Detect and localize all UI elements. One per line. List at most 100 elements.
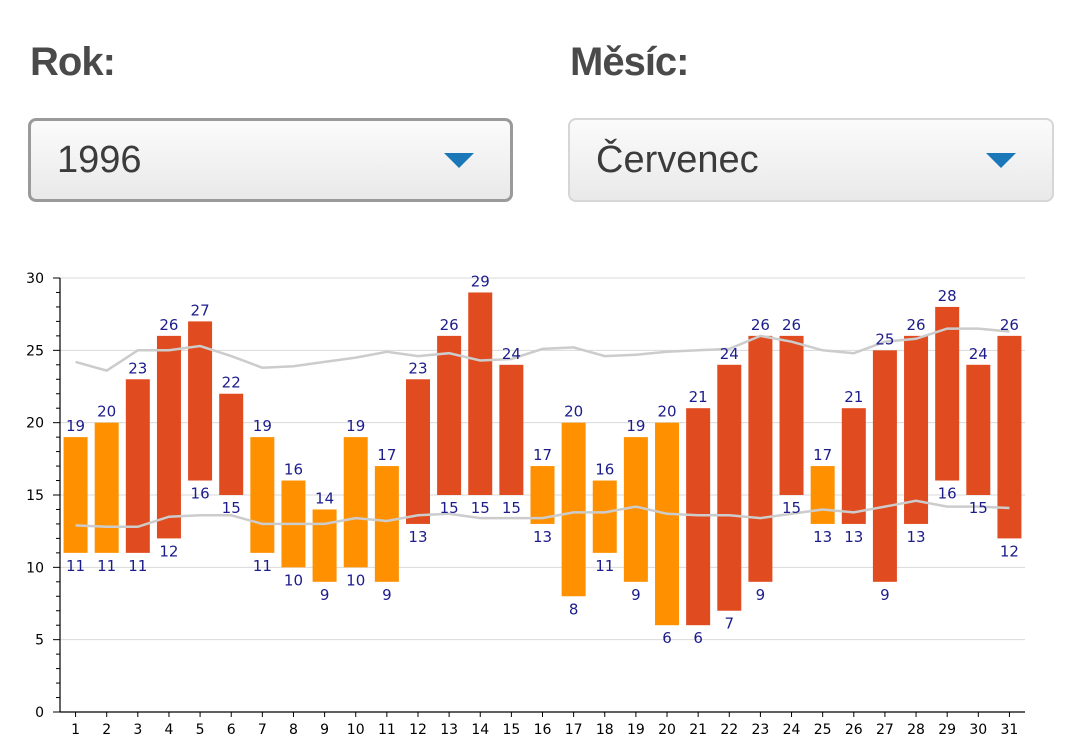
x-tick-label: 30 xyxy=(969,722,987,738)
temperature-bar xyxy=(125,379,150,553)
max-value-label: 26 xyxy=(751,316,770,334)
temperature-bar xyxy=(592,480,617,553)
temperature-bar xyxy=(499,364,524,495)
temperature-bar xyxy=(219,393,244,495)
temperature-bar xyxy=(717,364,742,611)
x-tick-label: 16 xyxy=(534,722,552,738)
month-select[interactable]: Červenec xyxy=(568,118,1054,202)
year-select[interactable]: 1996 xyxy=(28,118,513,202)
min-value-label: 11 xyxy=(97,557,116,575)
temperature-bar xyxy=(872,350,897,582)
temperature-bar xyxy=(156,335,181,539)
max-value-label: 27 xyxy=(191,301,210,319)
max-value-label: 23 xyxy=(408,359,427,377)
x-tick-label: 25 xyxy=(814,722,832,738)
max-value-label: 24 xyxy=(720,345,739,363)
max-value-label: 26 xyxy=(1000,316,1019,334)
temperature-bar xyxy=(343,437,368,568)
max-value-label: 20 xyxy=(657,403,676,421)
max-value-label: 19 xyxy=(253,417,272,435)
y-tick-label: 15 xyxy=(26,488,44,504)
month-label: Měsíc: xyxy=(570,40,689,84)
max-value-label: 17 xyxy=(533,446,552,464)
min-value-label: 16 xyxy=(191,485,210,503)
x-tick-label: 22 xyxy=(720,722,738,738)
x-tick-label: 31 xyxy=(1001,722,1019,738)
max-value-label: 23 xyxy=(128,359,147,377)
year-label: Rok: xyxy=(30,40,116,84)
temperature-bar xyxy=(997,335,1022,539)
max-value-label: 24 xyxy=(969,345,988,363)
x-tick-label: 15 xyxy=(502,722,520,738)
temperature-bar xyxy=(841,408,866,524)
max-value-label: 26 xyxy=(907,316,926,334)
y-tick-label: 5 xyxy=(35,633,44,649)
avg-max-line xyxy=(75,327,1010,372)
temperature-bar xyxy=(405,379,430,524)
x-tick-label: 2 xyxy=(102,722,111,738)
temperature-bar xyxy=(437,335,462,495)
min-value-label: 13 xyxy=(533,528,552,546)
x-tick-label: 29 xyxy=(938,722,956,738)
temperature-bar xyxy=(468,292,493,495)
min-value-label: 15 xyxy=(222,499,241,517)
x-tick-label: 9 xyxy=(320,722,329,738)
min-value-label: 13 xyxy=(907,528,926,546)
x-tick-label: 19 xyxy=(627,722,645,738)
min-value-label: 15 xyxy=(782,499,801,517)
y-tick-label: 10 xyxy=(26,560,44,576)
x-tick-label: 28 xyxy=(907,722,925,738)
min-value-label: 9 xyxy=(756,586,766,604)
min-value-label: 15 xyxy=(969,499,988,517)
min-value-label: 9 xyxy=(880,586,890,604)
x-tick-label: 27 xyxy=(876,722,894,738)
min-value-label: 13 xyxy=(813,528,832,546)
min-value-label: 6 xyxy=(693,629,703,647)
max-value-label: 28 xyxy=(938,287,957,305)
min-value-label: 15 xyxy=(471,499,490,517)
y-tick-label: 30 xyxy=(26,271,44,287)
y-tick-label: 25 xyxy=(26,343,44,359)
max-value-label: 26 xyxy=(440,316,459,334)
x-tick-label: 20 xyxy=(658,722,676,738)
temperature-bar xyxy=(374,466,399,582)
temperature-bar xyxy=(966,364,991,495)
min-value-label: 7 xyxy=(725,615,735,633)
x-tick-label: 21 xyxy=(689,722,707,738)
year-select-value: 1996 xyxy=(57,138,142,181)
temperature-bar xyxy=(935,306,960,481)
min-value-label: 11 xyxy=(595,557,614,575)
temperature-bar xyxy=(904,335,929,524)
max-value-label: 19 xyxy=(66,417,85,435)
max-value-label: 17 xyxy=(813,446,832,464)
x-tick-label: 10 xyxy=(347,722,365,738)
temperature-chart: 0510152025301911120112231132612427165221… xyxy=(26,271,1025,738)
y-tick-label: 0 xyxy=(35,705,44,721)
temperature-bar xyxy=(561,422,586,597)
x-tick-label: 12 xyxy=(409,722,427,738)
y-tick-label: 20 xyxy=(26,416,44,432)
temperature-bar xyxy=(94,422,119,553)
max-value-label: 26 xyxy=(782,316,801,334)
min-value-label: 9 xyxy=(631,586,641,604)
max-value-label: 14 xyxy=(315,489,334,507)
temperature-bar xyxy=(250,437,275,553)
temperature-bar xyxy=(686,408,711,626)
max-value-label: 29 xyxy=(471,272,490,290)
temperature-bar xyxy=(312,509,337,582)
max-value-label: 20 xyxy=(97,403,116,421)
temperature-bar xyxy=(748,335,773,582)
min-value-label: 9 xyxy=(320,586,330,604)
max-value-label: 16 xyxy=(284,461,303,479)
min-value-label: 10 xyxy=(346,571,365,589)
min-value-label: 16 xyxy=(938,485,957,503)
max-value-label: 21 xyxy=(844,388,863,406)
min-value-label: 12 xyxy=(1000,542,1019,560)
x-tick-label: 23 xyxy=(751,722,769,738)
x-tick-label: 24 xyxy=(783,722,801,738)
x-tick-label: 14 xyxy=(471,722,489,738)
x-tick-label: 13 xyxy=(440,722,458,738)
x-tick-label: 26 xyxy=(845,722,863,738)
x-tick-label: 3 xyxy=(133,722,142,738)
temperature-bar xyxy=(655,422,680,626)
